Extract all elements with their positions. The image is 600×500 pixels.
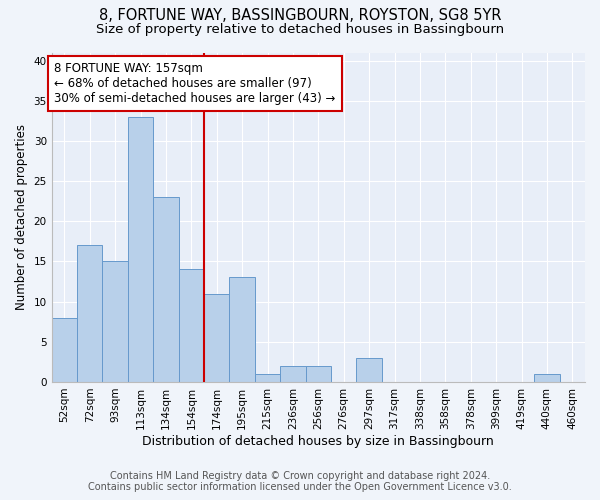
Bar (179, 270, 204, 382)
Bar (128, 117, 153, 382)
Text: 8 FORTUNE WAY: 157sqm
← 68% of detached houses are smaller (97)
30% of semi-deta: 8 FORTUNE WAY: 157sqm ← 68% of detached … (55, 62, 336, 106)
Bar (356, 358, 382, 382)
Bar (204, 294, 229, 382)
Text: 8, FORTUNE WAY, BASSINGBOURN, ROYSTON, SG8 5YR: 8, FORTUNE WAY, BASSINGBOURN, ROYSTON, S… (99, 8, 501, 22)
Bar (229, 278, 255, 382)
Y-axis label: Number of detached properties: Number of detached properties (15, 124, 28, 310)
X-axis label: Distribution of detached houses by size in Bassingbourn: Distribution of detached houses by size … (142, 434, 494, 448)
Bar (52, 318, 77, 382)
Bar (534, 374, 560, 382)
Text: Contains HM Land Registry data © Crown copyright and database right 2024.
Contai: Contains HM Land Registry data © Crown c… (88, 471, 512, 492)
Bar (153, 197, 179, 382)
Bar (255, 374, 280, 382)
Bar (77, 246, 103, 382)
Bar (103, 262, 128, 382)
Bar (280, 366, 305, 382)
Text: Size of property relative to detached houses in Bassingbourn: Size of property relative to detached ho… (96, 22, 504, 36)
Bar (305, 366, 331, 382)
